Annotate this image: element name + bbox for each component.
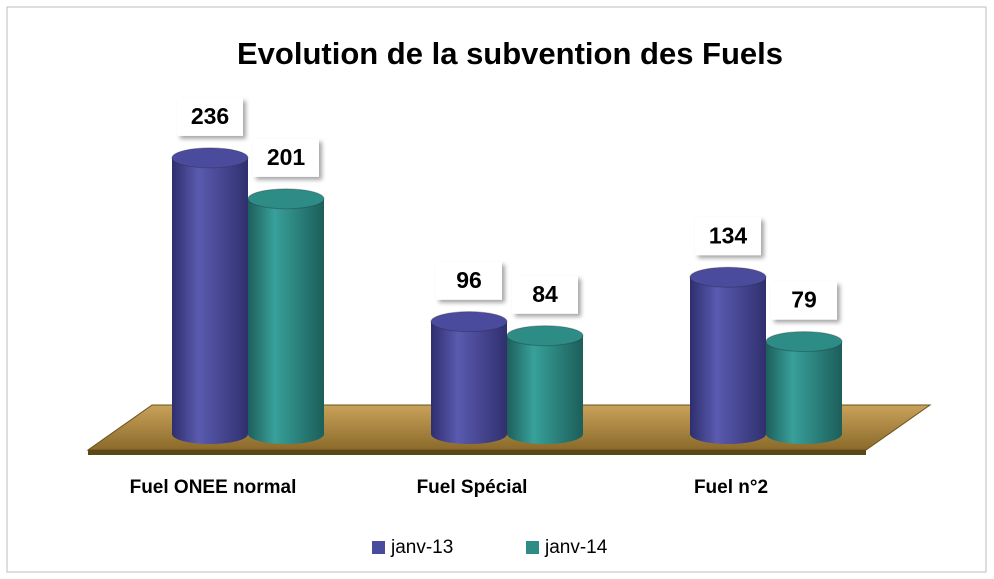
cylinder xyxy=(507,335,583,444)
legend-label: janv-13 xyxy=(390,537,453,558)
legend-swatch xyxy=(372,541,385,554)
cylinder xyxy=(431,321,507,444)
x-tick-label: Fuel n°2 xyxy=(694,477,768,498)
x-tick-label: Fuel Spécial xyxy=(417,477,528,498)
data-label: 84 xyxy=(532,281,558,307)
data-label: 236 xyxy=(191,103,229,129)
cylinder-top xyxy=(765,331,843,353)
label-box xyxy=(253,138,319,177)
legend-label: janv-14 xyxy=(544,537,608,558)
data-label: 134 xyxy=(709,222,748,248)
cylinder-top xyxy=(506,325,584,347)
data-label: 96 xyxy=(456,267,482,293)
data-label: 201 xyxy=(267,144,306,170)
label-box xyxy=(512,275,578,314)
cylinder-top xyxy=(430,311,508,333)
label-box xyxy=(436,261,502,300)
data-label: 79 xyxy=(791,287,817,313)
legend-swatch xyxy=(526,541,539,554)
cylinder xyxy=(690,277,766,444)
cylinder xyxy=(172,157,248,444)
chart-title: Evolution de la subvention des Fuels xyxy=(237,36,783,71)
cylinder-top xyxy=(171,147,249,169)
cylinder xyxy=(248,198,324,444)
floor-edge xyxy=(88,450,866,455)
label-box xyxy=(695,217,761,256)
cylinder xyxy=(766,341,842,444)
label-box xyxy=(177,97,243,136)
cylinder-top xyxy=(247,188,325,210)
label-box xyxy=(771,281,837,320)
cylinder-top xyxy=(689,266,767,288)
x-tick-label: Fuel ONEE normal xyxy=(130,477,297,498)
